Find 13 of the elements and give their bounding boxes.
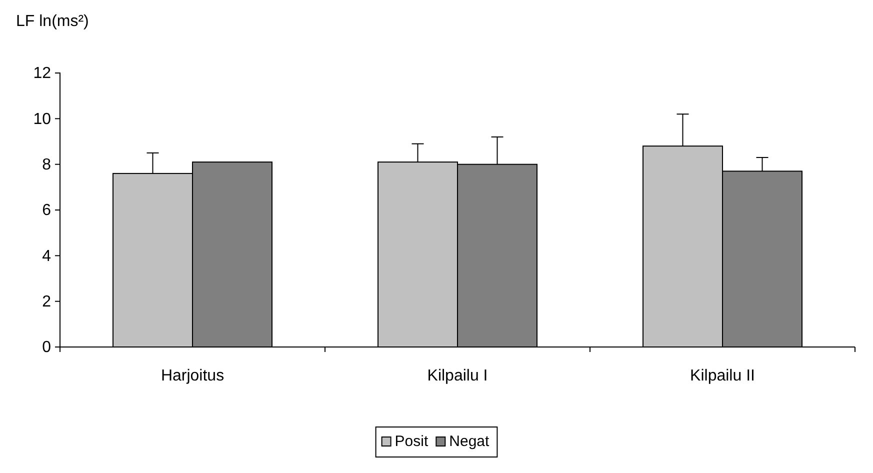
y-tick-label: 8 (42, 156, 52, 174)
y-tick-label: 10 (33, 110, 52, 128)
y-tick-label: 6 (42, 202, 52, 220)
x-tick-label: Harjoitus (160, 367, 224, 384)
y-tick-label: 2 (42, 293, 52, 310)
y-tick-label: 4 (42, 248, 52, 265)
x-tick-label: Kilpailu I (427, 367, 488, 384)
legend-label: Posit (394, 433, 429, 450)
y-tick-label: 0 (42, 339, 52, 356)
legend-label: Negat (449, 433, 490, 450)
y-axis-title: LF ln(ms²) (16, 13, 89, 30)
x-tick-label: Kilpailu II (690, 367, 755, 384)
y-tick-label: 12 (33, 65, 52, 82)
